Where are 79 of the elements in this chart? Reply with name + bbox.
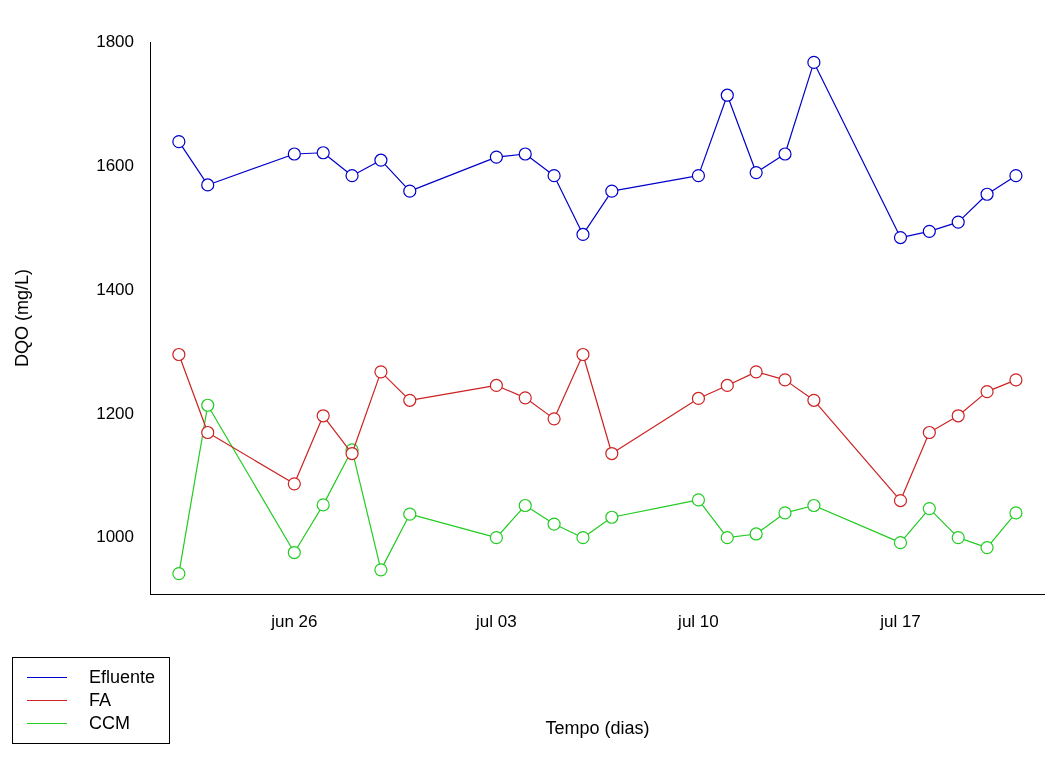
point <box>576 347 590 362</box>
point <box>345 446 359 461</box>
point <box>403 184 417 198</box>
point <box>980 540 994 555</box>
point <box>518 147 532 161</box>
point <box>201 398 215 412</box>
y-tick-label: 1400 <box>96 279 134 299</box>
point <box>749 365 763 379</box>
point <box>951 409 965 423</box>
point <box>172 566 186 581</box>
point <box>201 425 215 440</box>
point <box>807 55 821 70</box>
point <box>980 385 994 399</box>
point <box>576 227 590 242</box>
point <box>922 502 936 516</box>
point <box>403 507 417 521</box>
point <box>605 446 619 461</box>
point <box>1009 169 1023 183</box>
point <box>922 224 936 238</box>
x-axis-title: Tempo (dias) <box>545 718 650 739</box>
x-tick-label: jul 17 <box>879 611 921 631</box>
legend-label: Efluente <box>89 666 156 689</box>
point <box>316 409 330 423</box>
point <box>893 493 908 508</box>
point <box>980 187 994 201</box>
point <box>316 146 330 160</box>
x-tick-label: jul 10 <box>677 611 719 631</box>
point <box>720 531 734 545</box>
point <box>893 536 908 550</box>
point <box>778 506 792 520</box>
point <box>691 493 706 507</box>
point <box>316 498 330 512</box>
point <box>720 88 734 102</box>
point <box>605 184 619 198</box>
legend-label: FA <box>89 689 112 712</box>
point <box>374 563 388 577</box>
point <box>1009 373 1023 387</box>
point <box>749 165 763 180</box>
x-tick-label: jul 03 <box>475 611 517 631</box>
point <box>172 135 186 149</box>
point <box>201 178 215 192</box>
y-tick-label: 1000 <box>96 527 134 547</box>
y-tick-label: 1800 <box>96 32 134 52</box>
point <box>922 425 936 440</box>
point <box>547 517 561 531</box>
point <box>518 391 532 405</box>
point <box>547 412 561 426</box>
point <box>720 378 734 393</box>
point <box>807 393 821 407</box>
point <box>778 147 792 161</box>
point <box>1009 506 1023 520</box>
point <box>345 169 359 183</box>
point <box>374 365 388 379</box>
point <box>749 527 763 541</box>
point <box>489 531 503 545</box>
point <box>287 147 301 161</box>
point <box>893 230 908 245</box>
point <box>287 545 301 560</box>
point <box>807 498 821 513</box>
y-axis-title: DQO (mg/L) <box>11 268 32 368</box>
point <box>518 498 532 513</box>
point <box>691 391 706 406</box>
point <box>172 347 186 362</box>
point <box>403 393 417 407</box>
y-tick-label: 1600 <box>96 156 134 176</box>
point <box>951 215 965 229</box>
point <box>287 477 301 491</box>
point <box>489 150 503 164</box>
point <box>547 169 561 183</box>
x-tick-label: jun 26 <box>270 611 318 631</box>
point <box>778 373 792 387</box>
y-tick-label: 1200 <box>96 403 134 423</box>
point <box>576 531 590 545</box>
point <box>691 169 706 183</box>
point <box>374 153 388 167</box>
point <box>489 378 503 393</box>
legend-label: CCM <box>89 712 130 735</box>
point <box>605 510 619 524</box>
point <box>951 531 965 545</box>
